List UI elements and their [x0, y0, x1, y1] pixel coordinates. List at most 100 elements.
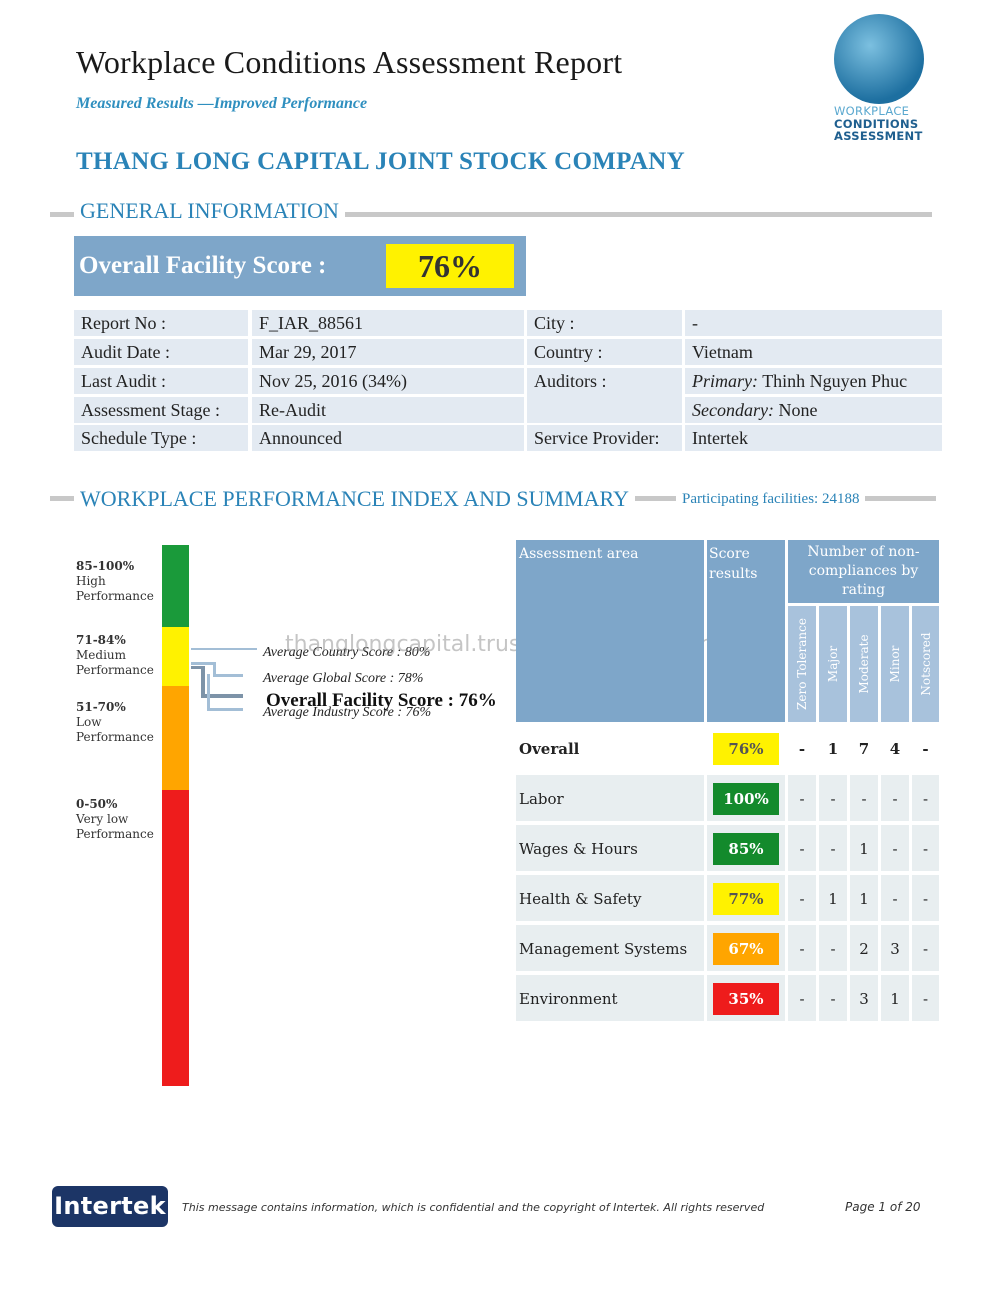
overall-score-label: Overall Facility Score :	[79, 252, 327, 279]
page-number: Page 1 of 20	[845, 1200, 921, 1214]
score-chip: 77%	[713, 883, 779, 915]
bar-low	[162, 686, 189, 790]
row-score-cell: 85%	[707, 825, 785, 871]
row-score-cell: 76%	[707, 725, 785, 771]
logo-line-3: ASSESSMENT	[834, 129, 923, 143]
bar-very-low	[162, 790, 189, 1086]
nc-count: -	[819, 825, 847, 871]
nc-count: 3	[881, 925, 909, 971]
marker-overall-line	[201, 666, 205, 696]
legend-line: Low	[76, 715, 102, 729]
nc-count: -	[819, 925, 847, 971]
company-name: THANG LONG CAPITAL JOINT STOCK COMPANY	[76, 148, 685, 175]
marker-global-line	[213, 662, 216, 676]
overall-score-value: 76%	[386, 244, 514, 288]
row-area-label: Management Systems	[516, 925, 704, 971]
legend-line: Very low	[76, 812, 129, 826]
legend-low: 51-70% Low Performance	[76, 700, 154, 745]
score-chip: 76%	[713, 733, 779, 765]
nc-count: -	[912, 975, 939, 1021]
assessment-stage-value: Re-Audit	[252, 397, 524, 423]
nc-count: -	[788, 875, 816, 921]
marker-overall-line	[191, 666, 203, 669]
nc-count: -	[912, 925, 939, 971]
marker-industry-line	[207, 708, 243, 711]
primary-value: Thinh Nguyen Phuc	[762, 371, 908, 391]
nc-count: -	[912, 775, 939, 821]
wca-logo: WORKPLACE CONDITIONS ASSESSMENT	[828, 12, 938, 147]
nc-count: -	[819, 975, 847, 1021]
secondary-label: Secondary:	[692, 400, 774, 420]
legend-range: 71-84%	[76, 633, 126, 647]
col-non-compliances: Number of non-compliances by rating	[788, 540, 939, 603]
nc-count: -	[850, 775, 878, 821]
nc-count: 1	[819, 875, 847, 921]
last-audit-value: Nov 25, 2016 (34%)	[252, 368, 524, 394]
bar-high	[162, 545, 189, 627]
score-chip: 85%	[713, 833, 779, 865]
rating-label: Zero Tolerance	[795, 618, 809, 710]
marker-global-line	[213, 674, 243, 677]
rating-label: Notscored	[918, 632, 933, 696]
nc-count: 3	[850, 975, 878, 1021]
rating-notscored: Notscored	[912, 606, 939, 722]
col-assessment-area: Assessment area	[516, 540, 704, 722]
rating-minor: Minor	[881, 606, 909, 722]
nc-count: -	[912, 825, 939, 871]
avg-country-score: Average Country Score : 80%	[263, 645, 431, 660]
service-provider-label: Service Provider:	[527, 425, 682, 451]
performance-heading: WORKPLACE PERFORMANCE INDEX AND SUMMARY	[74, 486, 635, 512]
marker-industry-line	[207, 674, 210, 710]
report-no-value: F_IAR_88561	[252, 310, 524, 336]
report-subtitle: Measured Results —Improved Performance	[76, 95, 368, 112]
legend-very-low: 0-50% Very low Performance	[76, 797, 154, 842]
row-score-cell: 77%	[707, 875, 785, 921]
marker-country-line	[191, 648, 257, 650]
rating-label: Major	[826, 645, 840, 683]
nc-count: -	[788, 975, 816, 1021]
nc-count: -	[788, 925, 816, 971]
logo-line-2: CONDITIONS	[834, 116, 919, 131]
country-value: Vietnam	[685, 339, 942, 365]
report-no-label: Report No :	[74, 310, 248, 336]
country-label: Country :	[527, 339, 682, 365]
primary-label: Primary:	[692, 371, 758, 391]
report-title: Workplace Conditions Assessment Report	[76, 44, 623, 80]
nc-count: -	[881, 825, 909, 871]
nc-count: -	[788, 775, 816, 821]
score-chip: 35%	[713, 983, 779, 1015]
assessment-stage-label: Assessment Stage :	[74, 397, 248, 423]
nc-count: 7	[850, 725, 878, 771]
marker-global-line	[191, 662, 215, 665]
nc-count: 1	[819, 725, 847, 771]
row-score-cell: 67%	[707, 925, 785, 971]
last-audit-label: Last Audit :	[74, 368, 248, 394]
rating-label: Moderate	[857, 634, 871, 694]
service-provider-value: Intertek	[685, 425, 942, 451]
legend-line: Performance	[76, 827, 154, 841]
legend-line: Performance	[76, 589, 154, 603]
overall-score-box: Overall Facility Score : 76%	[74, 236, 526, 296]
nc-count: -	[881, 775, 909, 821]
legend-line: Performance	[76, 730, 154, 744]
general-info-heading: GENERAL INFORMATION	[74, 198, 345, 224]
nc-count: -	[881, 875, 909, 921]
row-area-label: Wages & Hours	[516, 825, 704, 871]
row-area-label: Environment	[516, 975, 704, 1021]
logo-text: WORKPLACE CONDITIONS ASSESSMENT	[834, 105, 923, 143]
nc-count: -	[912, 725, 939, 771]
legend-range: 51-70%	[76, 700, 126, 714]
nc-count: 1	[850, 875, 878, 921]
col-score-results: Score results	[707, 540, 785, 722]
row-score-cell: 100%	[707, 775, 785, 821]
row-score-cell: 35%	[707, 975, 785, 1021]
score-chip: 100%	[713, 783, 779, 815]
score-chip: 67%	[713, 933, 779, 965]
logo-globe-icon	[834, 14, 924, 104]
overall-score-marker: Overall Facility Score : 76%	[266, 690, 497, 711]
marker-overall-line	[201, 694, 243, 698]
legend-medium: 71-84% Medium Performance	[76, 633, 154, 678]
schedule-type-label: Schedule Type :	[74, 425, 248, 451]
section-rule	[50, 212, 932, 217]
secondary-value: None	[778, 400, 818, 420]
